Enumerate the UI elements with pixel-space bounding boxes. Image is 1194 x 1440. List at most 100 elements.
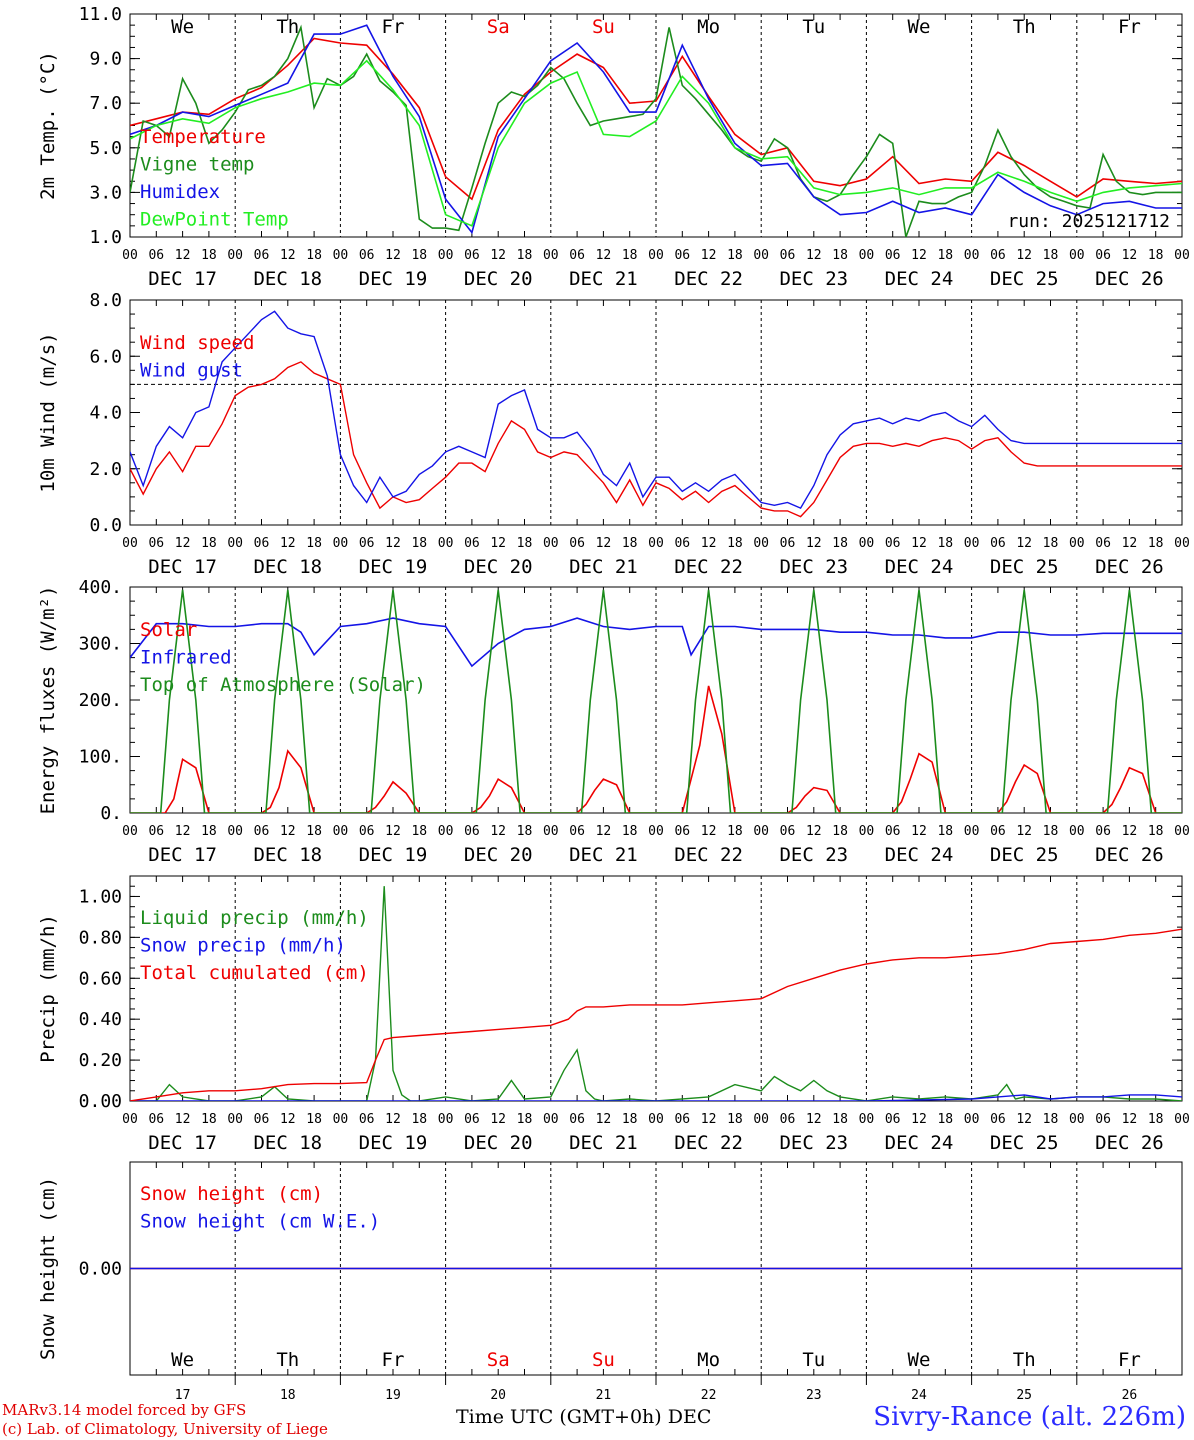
hour-tick-label: 06	[990, 1112, 1006, 1127]
hour-tick-label: 12	[596, 1112, 612, 1127]
hour-tick-label: 06	[359, 248, 375, 263]
hour-tick-label: 18	[1148, 248, 1164, 263]
day-number-label: 21	[596, 1388, 612, 1403]
hour-tick-label: 06	[780, 1112, 796, 1127]
hour-tick-label: 06	[885, 824, 901, 839]
series-line-total-cumulated-cm	[130, 928, 1182, 1101]
hour-tick-label: 00	[648, 824, 664, 839]
hour-tick-label: 18	[622, 248, 638, 263]
hour-tick-label: 06	[464, 1112, 480, 1127]
hour-tick-label: 00	[859, 248, 875, 263]
date-label: DEC 25	[990, 844, 1059, 866]
y-axis-title: Precip (mm/h)	[37, 914, 59, 1063]
weekday-label-top: We	[171, 16, 194, 38]
date-label: DEC 22	[674, 1132, 743, 1154]
hour-tick-label: 00	[859, 536, 875, 551]
hour-tick-label: 00	[438, 1112, 454, 1127]
legend-entry: Infrared	[140, 647, 232, 669]
hour-tick-label: 06	[1095, 1112, 1111, 1127]
hour-tick-label: 18	[306, 1112, 322, 1127]
hour-tick-label: 06	[464, 824, 480, 839]
weekday-label-bottom: Mo	[697, 1349, 720, 1371]
hour-tick-label: 00	[333, 248, 349, 263]
hour-tick-label: 18	[1148, 1112, 1164, 1127]
lab-credit: (c) Lab. of Climatology, University of L…	[2, 1420, 328, 1438]
hour-tick-label: 18	[201, 824, 217, 839]
hour-tick-label: 18	[727, 1112, 743, 1127]
weekday-label-top: We	[908, 16, 931, 38]
date-label: DEC 23	[779, 556, 848, 578]
hour-tick-label: 12	[701, 1112, 717, 1127]
y-tick-label: 200.	[79, 690, 122, 711]
hour-tick-label: 00	[1174, 1112, 1190, 1127]
hour-tick-label: 18	[727, 536, 743, 551]
legend-entry: Humidex	[140, 181, 220, 203]
hour-tick-label: 18	[517, 824, 533, 839]
hour-tick-label: 12	[175, 536, 191, 551]
hour-tick-label: 06	[1095, 248, 1111, 263]
hour-tick-label: 12	[596, 536, 612, 551]
hour-tick-label: 12	[1016, 824, 1032, 839]
hour-tick-label: 12	[385, 1112, 401, 1127]
y-tick-label: 6.0	[89, 346, 122, 367]
hour-tick-label: 00	[543, 248, 559, 263]
hour-tick-label: 12	[1122, 1112, 1138, 1127]
hour-tick-label: 00	[1174, 824, 1190, 839]
hour-tick-label: 00	[122, 536, 138, 551]
legend-entry: Snow height (cm W.E.)	[140, 1211, 380, 1233]
hour-tick-label: 18	[727, 824, 743, 839]
date-label: DEC 20	[464, 556, 533, 578]
weekday-label-top: Fr	[1118, 16, 1141, 38]
y-tick-label: 100.	[79, 747, 122, 768]
hour-tick-label: 00	[753, 536, 769, 551]
hour-tick-label: 06	[990, 536, 1006, 551]
y-tick-label: 7.0	[89, 93, 122, 114]
legend-entry: Top of Atmosphere (Solar)	[140, 674, 426, 696]
y-tick-label: 0.	[100, 803, 122, 824]
hour-tick-label: 18	[517, 1112, 533, 1127]
y-tick-label: 1.00	[79, 886, 122, 907]
hour-tick-label: 12	[1016, 1112, 1032, 1127]
hour-tick-label: 06	[569, 248, 585, 263]
hour-tick-label: 06	[885, 248, 901, 263]
hour-tick-label: 06	[569, 536, 585, 551]
hour-tick-label: 12	[490, 536, 506, 551]
legend-entry: Liquid precip (mm/h)	[140, 907, 369, 929]
hour-tick-label: 12	[701, 248, 717, 263]
series-line-solar	[130, 685, 1182, 813]
legend-entry: Snow precip (mm/h)	[140, 935, 346, 957]
hour-tick-label: 06	[148, 536, 164, 551]
series-line-snow-precip-mm-h	[130, 1094, 1182, 1101]
date-label: DEC 17	[148, 844, 217, 866]
hour-tick-label: 06	[780, 824, 796, 839]
hour-tick-label: 12	[1016, 248, 1032, 263]
hour-tick-label: 18	[411, 1112, 427, 1127]
hour-tick-label: 12	[175, 1112, 191, 1127]
y-tick-label: 0.20	[79, 1050, 122, 1071]
date-label: DEC 21	[569, 268, 638, 290]
legend-entry: Wind speed	[140, 332, 254, 354]
y-tick-label: 0.40	[79, 1009, 122, 1030]
date-label: DEC 19	[359, 268, 428, 290]
hour-tick-label: 06	[148, 824, 164, 839]
legend-entry: Wind gust	[140, 360, 243, 382]
hour-tick-label: 12	[280, 248, 296, 263]
hour-tick-label: 06	[359, 1112, 375, 1127]
hour-tick-label: 00	[1069, 1112, 1085, 1127]
hour-tick-label: 18	[832, 536, 848, 551]
date-label: DEC 23	[779, 1132, 848, 1154]
hour-tick-label: 12	[911, 248, 927, 263]
day-number-label: 26	[1122, 1388, 1138, 1403]
y-tick-label: 0.80	[79, 927, 122, 948]
hour-tick-label: 06	[674, 824, 690, 839]
time-axis-label: Time UTC (GMT+0h) DEC	[456, 1406, 712, 1428]
hour-tick-label: 06	[1095, 536, 1111, 551]
hour-tick-label: 06	[674, 536, 690, 551]
hour-tick-label: 18	[832, 1112, 848, 1127]
day-number-label: 24	[911, 1388, 927, 1403]
hour-tick-label: 00	[543, 824, 559, 839]
y-tick-label: 0.0	[89, 515, 122, 536]
date-label: DEC 22	[674, 844, 743, 866]
y-tick-label: 8.0	[89, 290, 122, 311]
